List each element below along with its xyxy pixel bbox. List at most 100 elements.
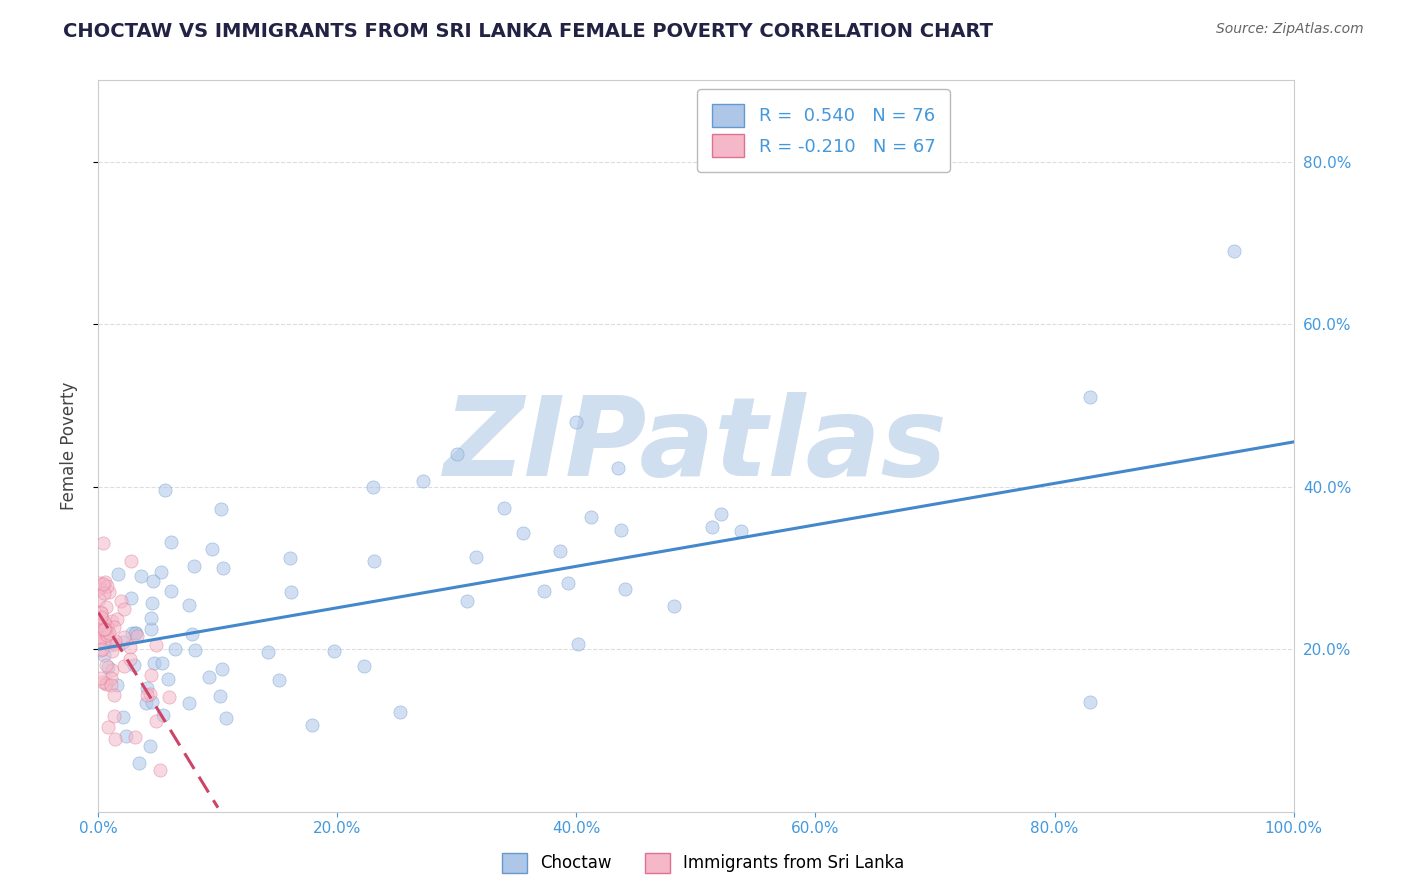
Point <box>138 687 160 701</box>
Point <box>100 678 122 692</box>
Point <box>152 708 174 723</box>
Point <box>145 714 167 728</box>
Point <box>97 659 120 673</box>
Point <box>150 565 173 579</box>
Point <box>103 709 125 723</box>
Point <box>160 583 183 598</box>
Point <box>548 544 571 558</box>
Point <box>183 558 205 573</box>
Point <box>115 729 138 743</box>
Point <box>565 415 588 429</box>
Point <box>122 657 145 672</box>
Point <box>610 523 633 537</box>
Point <box>141 611 163 625</box>
Point <box>121 626 143 640</box>
Point <box>94 600 117 615</box>
Point <box>90 606 112 620</box>
Point <box>177 696 200 710</box>
Point <box>90 606 112 620</box>
Point <box>118 640 141 654</box>
Point <box>142 656 165 670</box>
Point <box>135 697 157 711</box>
Point <box>141 668 163 682</box>
Point <box>664 599 686 613</box>
Point <box>96 628 118 642</box>
Point <box>91 675 114 690</box>
Point <box>181 627 204 641</box>
Point <box>103 689 125 703</box>
Point <box>112 602 135 616</box>
Point <box>93 586 115 600</box>
Point <box>96 579 118 593</box>
Point <box>301 717 323 731</box>
Point <box>141 596 163 610</box>
Point <box>96 675 118 690</box>
Point <box>124 625 146 640</box>
Point <box>93 574 115 589</box>
Point <box>90 609 112 624</box>
Point <box>98 638 121 652</box>
Point <box>388 705 411 719</box>
Point <box>98 584 121 599</box>
Point <box>131 569 153 583</box>
Point <box>700 520 723 534</box>
Point <box>139 622 162 636</box>
Point <box>363 480 385 494</box>
Point <box>142 574 165 588</box>
Point <box>280 584 302 599</box>
Point <box>103 637 125 651</box>
Point <box>89 624 111 639</box>
Point <box>145 638 167 652</box>
Point <box>104 732 127 747</box>
Point <box>363 554 385 568</box>
Point <box>93 622 115 636</box>
Point <box>198 670 221 684</box>
Y-axis label: Female Poverty: Female Poverty <box>59 382 77 510</box>
Point <box>557 576 579 591</box>
Point <box>87 635 110 649</box>
Point <box>110 593 132 607</box>
Point <box>160 535 183 549</box>
Point <box>91 577 114 591</box>
Point <box>120 554 142 568</box>
Point <box>120 591 142 605</box>
Point <box>105 678 128 692</box>
Point <box>163 642 186 657</box>
Point <box>492 501 515 516</box>
Point <box>201 541 224 556</box>
Point <box>93 615 115 629</box>
Point <box>94 677 117 691</box>
Point <box>215 711 238 725</box>
Point <box>94 658 117 673</box>
Text: ZIPatlas: ZIPatlas <box>444 392 948 500</box>
Point <box>112 710 135 724</box>
Point <box>94 622 117 636</box>
Point <box>101 644 124 658</box>
Text: Source: ZipAtlas.com: Source: ZipAtlas.com <box>1216 22 1364 37</box>
Point <box>412 475 434 489</box>
Point <box>96 627 118 641</box>
Point <box>91 642 114 657</box>
Point <box>533 583 555 598</box>
Point <box>710 507 733 521</box>
Point <box>512 526 534 541</box>
Point <box>208 690 231 704</box>
Point <box>97 625 120 640</box>
Point <box>149 763 172 777</box>
Point <box>1080 695 1102 709</box>
Legend: R =  0.540   N = 76, R = -0.210   N = 67: R = 0.540 N = 76, R = -0.210 N = 67 <box>697 89 950 172</box>
Point <box>183 643 205 657</box>
Point <box>89 622 111 636</box>
Point <box>128 756 150 770</box>
Point <box>100 614 122 628</box>
Legend: Choctaw, Immigrants from Sri Lanka: Choctaw, Immigrants from Sri Lanka <box>495 847 911 880</box>
Point <box>100 671 122 685</box>
Point <box>89 617 111 632</box>
Point <box>91 536 114 550</box>
Point <box>150 656 173 670</box>
Point <box>87 582 110 596</box>
Point <box>456 594 478 608</box>
Point <box>127 629 149 643</box>
Point <box>353 658 375 673</box>
Point <box>269 673 291 687</box>
